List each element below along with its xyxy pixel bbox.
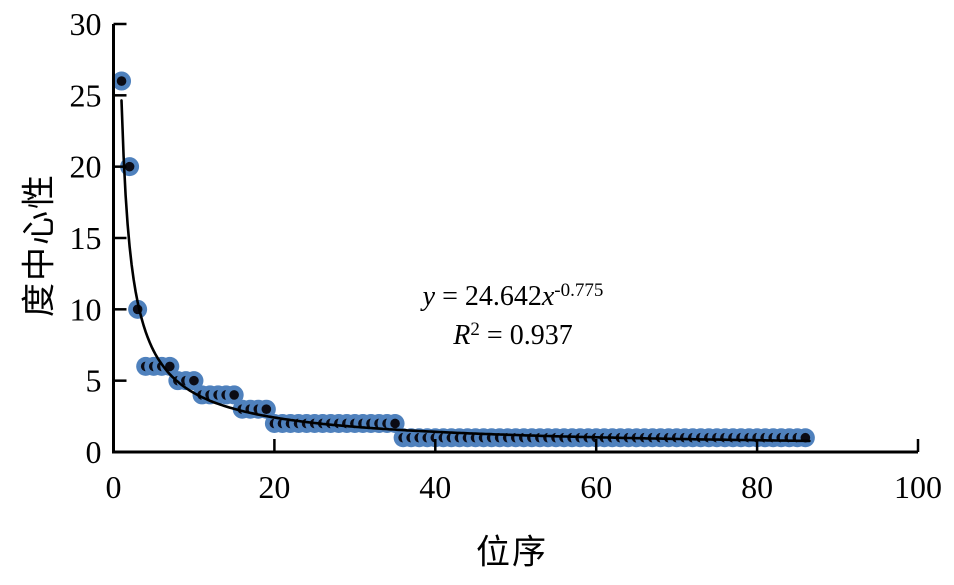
equation-y-symbol: y	[422, 281, 436, 312]
r-symbol: R	[453, 320, 471, 351]
y-tick-label: 5	[86, 363, 102, 399]
x-axis-title: 位序	[476, 534, 548, 572]
trendline-equation: y = 24.642x-0.775	[423, 279, 604, 318]
equation-coefficient: = 24.642	[435, 281, 542, 312]
x-tick-label: 20	[258, 469, 290, 505]
r-squared-value: R2 = 0.937	[423, 318, 604, 357]
trendline-annotation: y = 24.642x-0.775 R2 = 0.937	[423, 279, 604, 357]
y-tick-label: 20	[70, 149, 102, 185]
trend-line	[120, 99, 811, 443]
x-tick-label: 0	[106, 469, 122, 505]
y-tick-label: 10	[70, 291, 102, 327]
data-point-core	[261, 404, 272, 414]
data-point-core	[390, 418, 400, 429]
y-tick-label: 0	[86, 434, 102, 470]
r-exponent: 2	[470, 319, 480, 340]
y-axis-title: 度中心性	[21, 173, 59, 317]
data-point-core	[189, 375, 199, 386]
data-point-core	[124, 161, 135, 172]
y-tick-label: 15	[70, 220, 102, 256]
data-point-core	[229, 390, 239, 400]
x-tick-label: 40	[419, 469, 451, 505]
data-point-core	[116, 76, 127, 86]
equation-x-symbol: x	[541, 281, 555, 312]
x-tick-label: 100	[894, 469, 942, 505]
equation-exponent: -0.775	[554, 280, 604, 301]
y-tick-label: 30	[70, 6, 102, 42]
y-tick-label: 25	[70, 77, 102, 113]
data-point-core	[165, 361, 175, 372]
r-value: = 0.937	[479, 320, 573, 351]
x-tick-label: 80	[741, 469, 773, 505]
x-tick-label: 60	[580, 469, 612, 505]
